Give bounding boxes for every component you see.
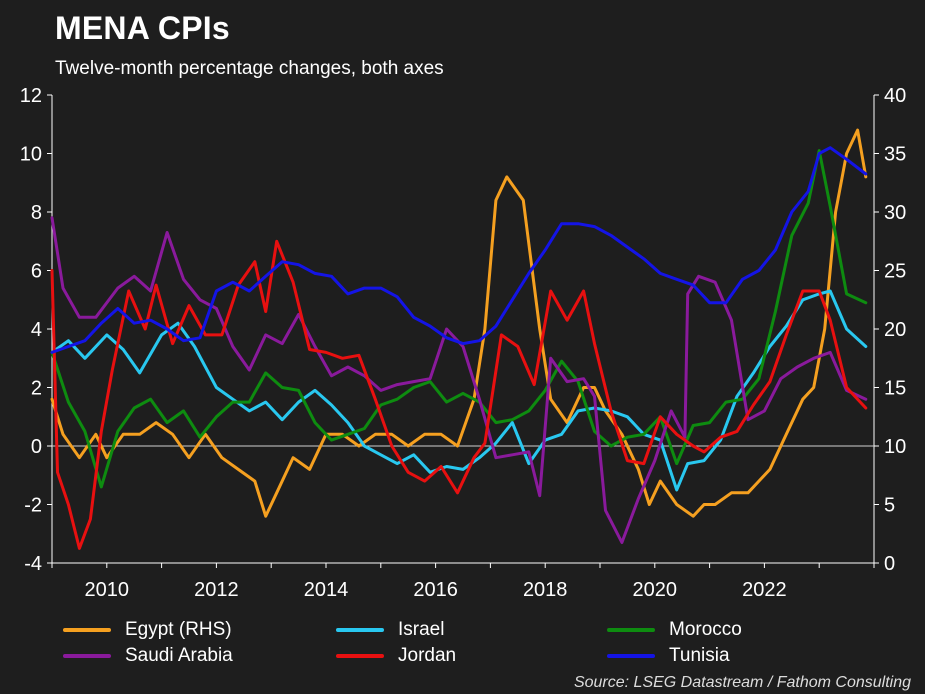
x-tick-label: 2016 [413, 579, 458, 601]
y-tick-left-label: 2 [31, 378, 42, 400]
y-tick-left-label: 10 [20, 144, 42, 166]
y-tick-left-label: 12 [20, 85, 42, 107]
y-tick-right-label: 20 [884, 319, 906, 341]
x-tick-label: 2010 [85, 579, 130, 601]
chart-title: MENA CPIs [55, 10, 230, 46]
series-line-jordan [50, 239, 868, 550]
source-note: Source: LSEG Datastream / Fathom Consult… [573, 674, 911, 691]
y-tick-right-label: 0 [884, 553, 895, 575]
series-line-morocco [50, 149, 868, 489]
series-line-egypt-rhs [50, 128, 868, 518]
y-tick-left-label: 6 [31, 261, 42, 283]
y-tick-left-label: 8 [31, 202, 42, 224]
chart-subtitle: Twelve-month percentage changes, both ax… [55, 58, 444, 79]
x-tick-label: 2014 [304, 579, 349, 601]
y-tick-right-label: 15 [884, 378, 906, 400]
series-line-tunisia [50, 146, 868, 354]
y-tick-left-label: -4 [24, 553, 42, 575]
series-layer [50, 128, 868, 550]
y-tick-right-label: 10 [884, 436, 906, 458]
y-tick-right-label: 30 [884, 202, 906, 224]
y-tick-left-label: -2 [24, 495, 42, 517]
series-line-saudi-arabia [50, 216, 868, 544]
x-tick-label: 2012 [194, 579, 239, 601]
y-tick-left-label: 4 [31, 319, 42, 341]
x-tick-label: 2022 [742, 579, 787, 601]
y-tick-right-label: 35 [884, 144, 906, 166]
y-tick-right-label: 5 [884, 495, 895, 517]
x-tick-label: 2018 [523, 579, 568, 601]
y-tick-right-label: 40 [884, 85, 906, 107]
x-tick-label: 2020 [633, 579, 678, 601]
y-tick-left-label: 0 [31, 436, 42, 458]
y-tick-right-label: 25 [884, 261, 906, 283]
